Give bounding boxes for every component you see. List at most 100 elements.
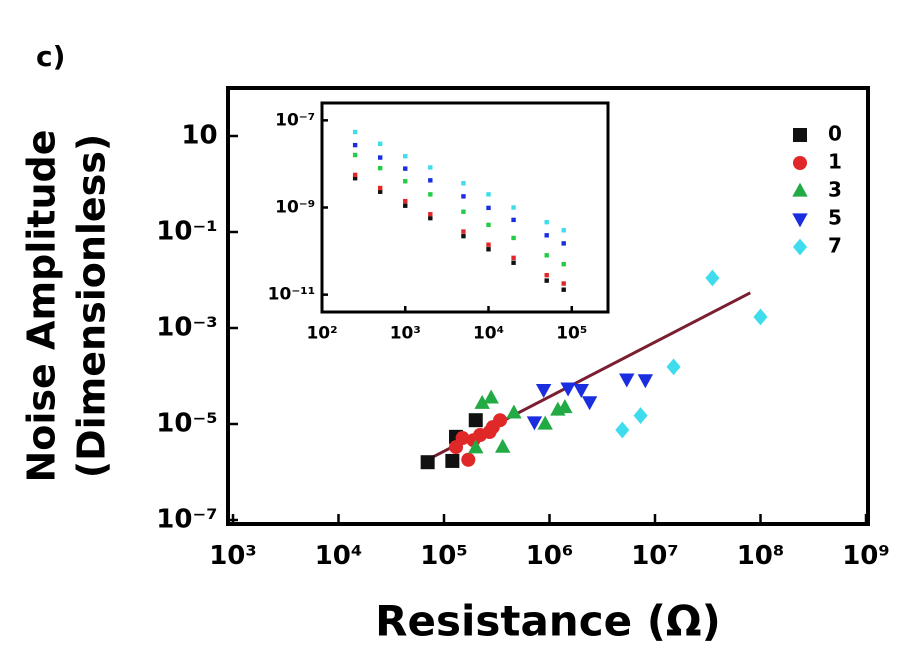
point bbox=[352, 172, 358, 178]
y-tick-label: 10⁻¹¹ bbox=[268, 285, 316, 305]
y-tick-label: 10⁻⁵ bbox=[156, 409, 217, 439]
point bbox=[511, 260, 516, 265]
x-tick-label: 10³ bbox=[390, 323, 421, 343]
point bbox=[461, 233, 466, 239]
point bbox=[377, 141, 383, 146]
point bbox=[544, 253, 549, 258]
x-tick-label: 10² bbox=[306, 323, 337, 343]
point bbox=[511, 235, 516, 241]
point bbox=[445, 453, 460, 468]
point bbox=[420, 455, 435, 470]
legend-marker bbox=[792, 182, 808, 197]
point bbox=[403, 179, 408, 184]
point bbox=[483, 389, 499, 404]
point bbox=[561, 281, 566, 286]
x-tick-label: 10⁷ bbox=[631, 541, 679, 571]
legend-label: 3 bbox=[828, 178, 842, 202]
point bbox=[637, 374, 654, 389]
point bbox=[428, 215, 433, 221]
x-tick-label: 10⁸ bbox=[737, 541, 785, 571]
x-tick-label: 10⁵ bbox=[556, 323, 587, 343]
point bbox=[506, 404, 522, 419]
point bbox=[493, 413, 508, 428]
point bbox=[615, 421, 630, 439]
x-axis-label: Resistance (Ω) bbox=[375, 597, 721, 646]
point bbox=[352, 129, 358, 135]
y-tick-label: 10⁻⁷ bbox=[156, 505, 217, 535]
point bbox=[494, 438, 511, 453]
point bbox=[377, 189, 383, 194]
point bbox=[544, 219, 549, 225]
point bbox=[403, 203, 408, 208]
point bbox=[666, 358, 681, 376]
point bbox=[377, 155, 383, 160]
point bbox=[461, 229, 466, 234]
point bbox=[461, 209, 466, 214]
point bbox=[511, 205, 516, 210]
legend-marker bbox=[793, 128, 807, 142]
point bbox=[511, 217, 516, 223]
point bbox=[352, 176, 358, 181]
point bbox=[526, 416, 543, 431]
point bbox=[486, 192, 491, 197]
point bbox=[537, 415, 553, 430]
point bbox=[511, 255, 516, 261]
y-axis-label: (Dimensionless) bbox=[70, 134, 114, 479]
point bbox=[461, 194, 466, 199]
legend-label: 5 bbox=[828, 206, 842, 230]
point bbox=[428, 178, 433, 183]
point bbox=[544, 272, 549, 278]
y-tick-label: 10⁻⁹ bbox=[275, 198, 315, 218]
x-tick-label: 10⁴ bbox=[473, 323, 504, 343]
point bbox=[753, 308, 768, 326]
point bbox=[561, 261, 566, 267]
legend-label: 1 bbox=[828, 150, 842, 174]
x-tick-label: 10⁵ bbox=[420, 541, 468, 571]
point bbox=[544, 278, 549, 283]
point bbox=[581, 396, 598, 411]
point bbox=[474, 394, 490, 409]
point bbox=[560, 382, 576, 397]
point bbox=[486, 205, 491, 211]
point bbox=[619, 373, 635, 388]
legend-marker bbox=[792, 213, 808, 228]
point bbox=[561, 228, 566, 233]
inset-plot: 10² 10³ 10⁴ 10⁵ 10⁻⁷ 10⁻⁹ 10⁻¹¹ bbox=[268, 101, 610, 343]
point bbox=[403, 154, 408, 159]
x-tick-label: 10⁹ bbox=[842, 541, 890, 571]
y-axis-label: Noise Amplitude bbox=[20, 129, 64, 482]
point bbox=[461, 181, 466, 186]
plot-frame bbox=[320, 101, 610, 314]
point bbox=[352, 152, 358, 158]
point bbox=[377, 185, 383, 191]
point bbox=[561, 287, 566, 292]
point bbox=[461, 452, 476, 467]
legend-marker bbox=[793, 238, 807, 256]
y-tick-label: 10⁻¹ bbox=[156, 217, 217, 247]
y-tick-label: 10 bbox=[181, 121, 217, 151]
point bbox=[486, 247, 491, 252]
point bbox=[352, 142, 358, 148]
panel-label: c) bbox=[36, 40, 65, 73]
point bbox=[468, 413, 483, 428]
legend-label: 7 bbox=[828, 234, 842, 258]
point bbox=[557, 399, 573, 414]
point bbox=[561, 241, 566, 246]
point bbox=[486, 242, 491, 247]
point bbox=[428, 165, 433, 170]
point bbox=[705, 269, 720, 287]
x-tick-label: 10⁴ bbox=[315, 541, 363, 571]
y-tick-label: 10⁻³ bbox=[156, 313, 217, 343]
point bbox=[544, 233, 549, 238]
point bbox=[573, 384, 589, 399]
x-tick-label: 10⁶ bbox=[526, 541, 574, 571]
point bbox=[535, 384, 552, 399]
legend-label: 0 bbox=[828, 122, 842, 146]
point bbox=[486, 222, 491, 228]
point bbox=[633, 407, 648, 424]
point bbox=[403, 166, 408, 171]
x-tick-label: 10³ bbox=[209, 541, 257, 571]
point bbox=[455, 431, 470, 446]
legend-marker bbox=[793, 156, 807, 170]
